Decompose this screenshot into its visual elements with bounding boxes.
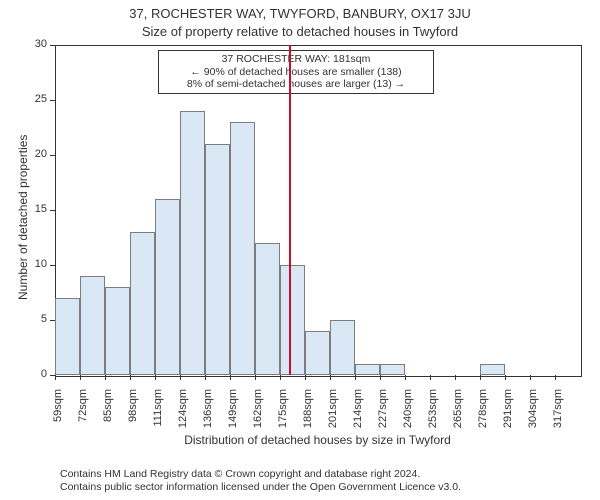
x-tick-mark xyxy=(305,375,306,380)
y-tick-mark xyxy=(50,155,55,156)
x-tick-label: 175sqm xyxy=(277,389,289,429)
x-tick-mark xyxy=(355,375,356,380)
x-tick-label: 162sqm xyxy=(252,389,264,429)
footer-line-1: Contains HM Land Registry data © Crown c… xyxy=(60,468,461,481)
histogram-bar xyxy=(105,287,130,375)
x-tick-label: 304sqm xyxy=(527,389,539,429)
y-tick-label: 0 xyxy=(29,368,47,380)
x-axis-label: Distribution of detached houses by size … xyxy=(55,433,580,447)
y-tick-mark xyxy=(50,45,55,46)
histogram-bar xyxy=(205,144,230,375)
x-tick-mark xyxy=(330,375,331,380)
histogram-bar xyxy=(280,265,305,375)
annotation-line-3: 8% of semi-detached houses are larger (1… xyxy=(163,78,429,91)
y-tick-mark xyxy=(50,210,55,211)
x-tick-label: 124sqm xyxy=(177,389,189,429)
x-tick-label: 291sqm xyxy=(502,389,514,429)
chart-title-main: 37, ROCHESTER WAY, TWYFORD, BANBURY, OX1… xyxy=(0,6,600,21)
x-tick-mark xyxy=(205,375,206,380)
histogram-bar xyxy=(180,111,205,375)
annotation-box: 37 ROCHESTER WAY: 181sqm ← 90% of detach… xyxy=(158,50,434,94)
x-tick-mark xyxy=(480,375,481,380)
x-tick-label: 253sqm xyxy=(427,389,439,429)
histogram-chart: 37, ROCHESTER WAY, TWYFORD, BANBURY, OX1… xyxy=(0,0,600,500)
y-tick-label: 5 xyxy=(29,313,47,325)
x-tick-mark xyxy=(255,375,256,380)
histogram-bar xyxy=(255,243,280,375)
y-tick-label: 30 xyxy=(29,38,47,50)
y-axis-label: Number of detached properties xyxy=(16,135,30,300)
x-tick-mark xyxy=(530,375,531,380)
annotation-line-2: ← 90% of detached houses are smaller (13… xyxy=(163,66,429,79)
histogram-bar xyxy=(480,364,505,375)
x-tick-label: 85sqm xyxy=(102,389,114,429)
histogram-bar xyxy=(155,199,180,375)
x-tick-mark xyxy=(455,375,456,380)
chart-title-sub: Size of property relative to detached ho… xyxy=(0,24,600,39)
histogram-bar xyxy=(80,276,105,375)
histogram-bar xyxy=(130,232,155,375)
annotation-line-1: 37 ROCHESTER WAY: 181sqm xyxy=(163,53,429,66)
x-tick-mark xyxy=(180,375,181,380)
x-tick-mark xyxy=(130,375,131,380)
footer-attribution: Contains HM Land Registry data © Crown c… xyxy=(60,468,461,494)
x-tick-mark xyxy=(505,375,506,380)
x-tick-label: 317sqm xyxy=(552,389,564,429)
x-tick-mark xyxy=(105,375,106,380)
reference-line xyxy=(289,45,291,375)
x-tick-label: 278sqm xyxy=(477,389,489,429)
histogram-bar xyxy=(55,298,80,375)
x-tick-label: 136sqm xyxy=(202,389,214,429)
y-tick-label: 10 xyxy=(29,258,47,270)
x-tick-label: 72sqm xyxy=(77,389,89,429)
x-tick-label: 111sqm xyxy=(152,389,164,429)
histogram-bar xyxy=(355,364,380,375)
x-tick-mark xyxy=(280,375,281,380)
x-tick-label: 188sqm xyxy=(302,389,314,429)
x-tick-mark xyxy=(380,375,381,380)
x-tick-mark xyxy=(555,375,556,380)
x-tick-label: 98sqm xyxy=(127,389,139,429)
y-tick-label: 15 xyxy=(29,203,47,215)
histogram-bar xyxy=(380,364,405,375)
x-tick-mark xyxy=(430,375,431,380)
x-tick-label: 265sqm xyxy=(452,389,464,429)
x-tick-mark xyxy=(55,375,56,380)
x-tick-mark xyxy=(155,375,156,380)
x-tick-mark xyxy=(80,375,81,380)
x-tick-label: 214sqm xyxy=(352,389,364,429)
footer-line-2: Contains public sector information licen… xyxy=(60,481,461,494)
x-tick-label: 227sqm xyxy=(377,389,389,429)
x-tick-label: 201sqm xyxy=(327,389,339,429)
x-tick-label: 240sqm xyxy=(402,389,414,429)
x-tick-label: 59sqm xyxy=(52,389,64,429)
histogram-bar xyxy=(230,122,255,375)
y-tick-mark xyxy=(50,265,55,266)
x-tick-label: 149sqm xyxy=(227,389,239,429)
y-tick-label: 25 xyxy=(29,93,47,105)
x-tick-mark xyxy=(405,375,406,380)
histogram-bar xyxy=(330,320,355,375)
y-tick-mark xyxy=(50,100,55,101)
x-tick-mark xyxy=(230,375,231,380)
histogram-bar xyxy=(305,331,330,375)
y-tick-label: 20 xyxy=(29,148,47,160)
